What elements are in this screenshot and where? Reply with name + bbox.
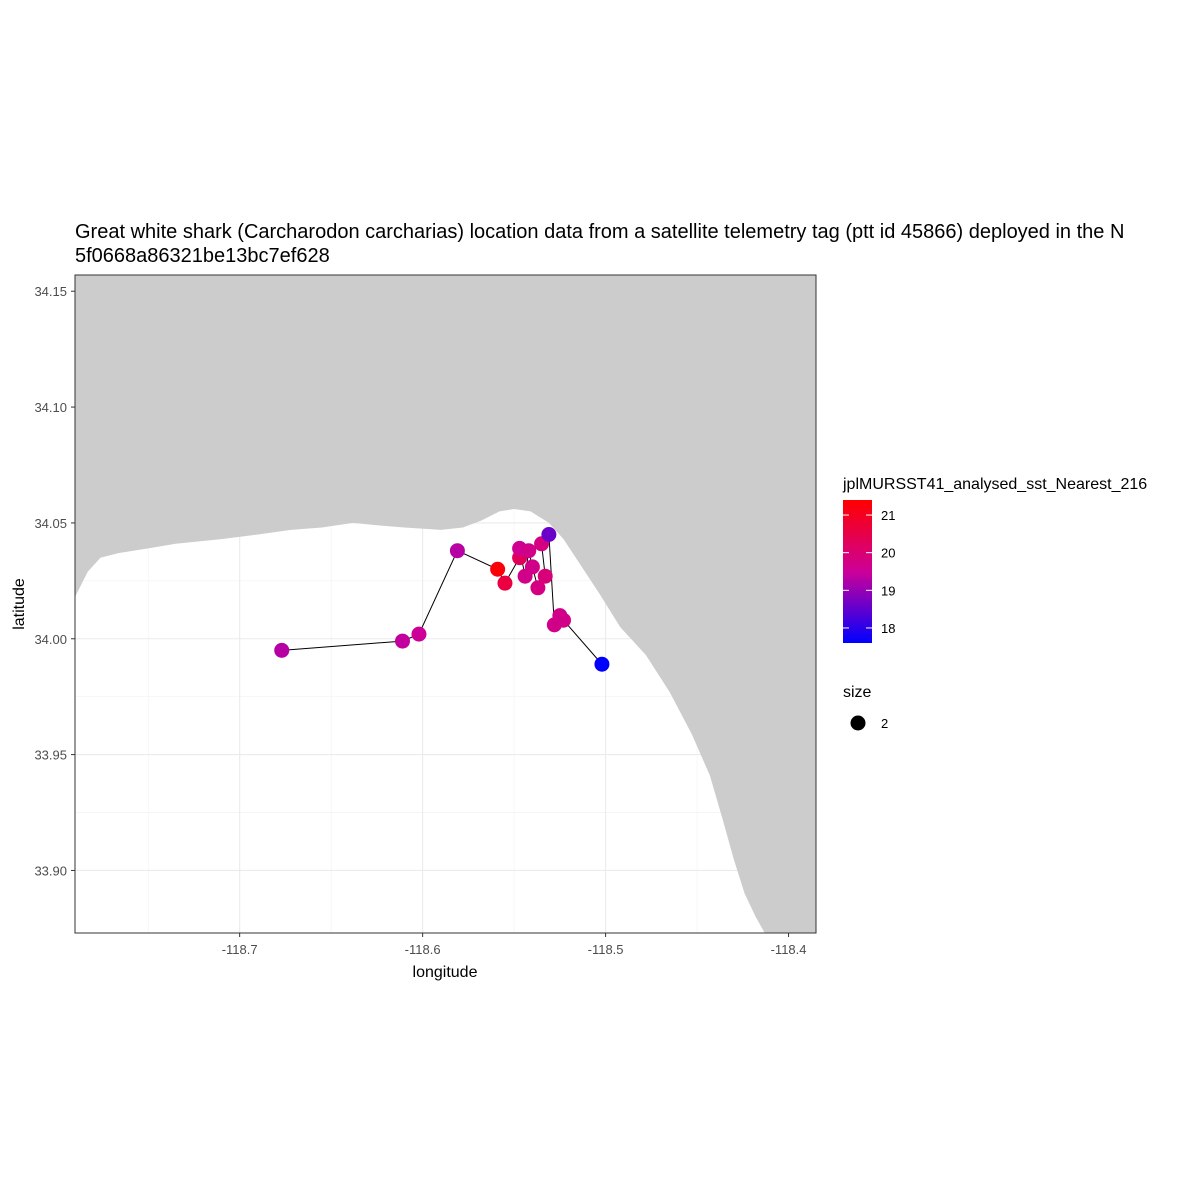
track-point bbox=[530, 580, 546, 596]
land-polygon bbox=[75, 275, 816, 933]
track-point bbox=[395, 633, 411, 649]
y-tick-label: 33.95 bbox=[34, 748, 67, 763]
legend: jplMURSST41_analysed_sst_Nearest_216 212… bbox=[842, 476, 1147, 731]
land-area bbox=[75, 275, 816, 933]
x-tick-label: -118.6 bbox=[405, 942, 441, 957]
y-tick-label: 33.90 bbox=[34, 863, 67, 878]
track-points bbox=[274, 526, 610, 672]
x-tick-label: -118.4 bbox=[771, 942, 807, 957]
x-tick-label: -118.5 bbox=[588, 942, 624, 957]
track-point bbox=[411, 626, 427, 642]
color-tick-label: 18 bbox=[881, 621, 895, 636]
y-tick-label: 34.10 bbox=[34, 400, 67, 415]
color-tick-label: 20 bbox=[881, 546, 895, 561]
color-legend-title: jplMURSST41_analysed_sst_Nearest_216 bbox=[842, 476, 1147, 493]
chart-title-line1: Great white shark (Carcharodon carcharia… bbox=[75, 221, 1124, 243]
y-tick-label: 34.05 bbox=[34, 516, 67, 531]
plot-panel bbox=[74, 274, 817, 934]
track-point bbox=[524, 559, 540, 575]
color-tick-label: 19 bbox=[881, 583, 895, 598]
color-tick-label: 21 bbox=[881, 508, 895, 523]
x-tick-label: -118.7 bbox=[222, 942, 258, 957]
track-point bbox=[594, 656, 610, 672]
size-legend-label: 2 bbox=[881, 716, 888, 731]
x-axis-ticks: -118.7 -118.6 -118.5 -118.4 bbox=[222, 933, 807, 957]
chart-title-line2: 5f0668a86321be13bc7ef628 bbox=[75, 245, 330, 267]
color-bar bbox=[843, 500, 872, 643]
track-point bbox=[449, 543, 465, 559]
y-axis-title: latitude bbox=[11, 578, 28, 630]
track-point bbox=[497, 575, 513, 591]
track-point bbox=[537, 568, 553, 584]
track-point bbox=[521, 543, 537, 559]
track-point bbox=[490, 561, 506, 577]
track-point bbox=[274, 642, 290, 658]
panel-border bbox=[74, 274, 817, 934]
color-legend-ticks: 21 20 19 18 bbox=[843, 508, 895, 636]
track-point bbox=[556, 612, 572, 628]
y-tick-label: 34.00 bbox=[34, 632, 67, 647]
size-legend-key bbox=[850, 715, 866, 731]
y-tick-label: 34.15 bbox=[34, 284, 67, 299]
size-legend-title: size bbox=[843, 684, 872, 701]
track-point bbox=[541, 526, 557, 542]
x-axis-title: longitude bbox=[413, 964, 478, 981]
y-axis-ticks: 33.90 33.95 34.00 34.05 34.10 34.15 bbox=[34, 284, 75, 878]
